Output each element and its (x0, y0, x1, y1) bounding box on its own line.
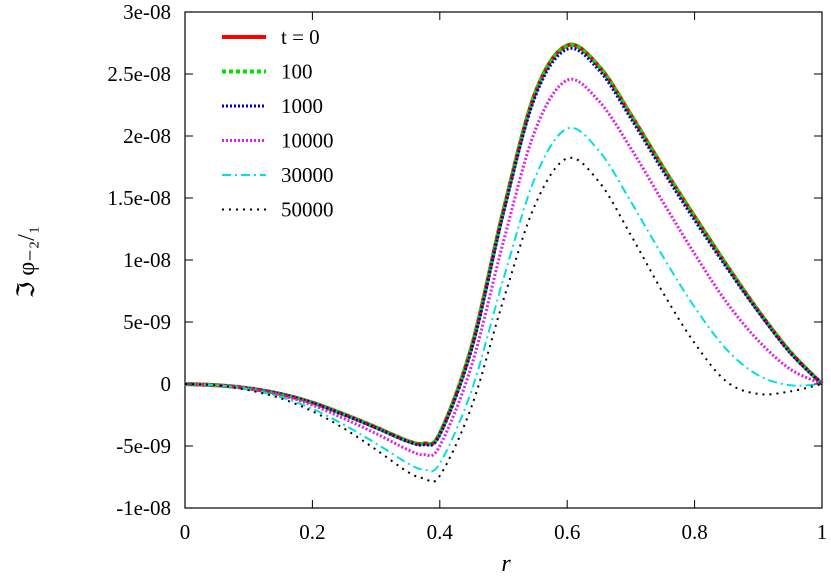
y-tick-label: -5e-09 (116, 434, 171, 458)
legend: t = 0 100 1000 10000 30000 50000 (222, 25, 334, 222)
legend-label-5: 50000 (281, 198, 334, 222)
y-tick-label: 2e-08 (123, 124, 171, 148)
y-axis-label: ℑ φ₋₂/₁ (14, 226, 40, 299)
legend-label-2: 1000 (281, 94, 323, 118)
y-tick-label: 5e-09 (123, 310, 171, 334)
x-tick-label: 0 (180, 520, 191, 544)
x-tick-label: 0.8 (681, 520, 707, 544)
y-tick-label: 3e-08 (123, 0, 171, 24)
y-tick-label: 2.5e-08 (107, 62, 171, 86)
legend-label-3: 10000 (281, 129, 334, 153)
plot-frame (184, 11, 823, 509)
legend-label-1: 100 (281, 60, 313, 84)
y-tick-label: 1.5e-08 (107, 186, 171, 210)
y-tick-label: -1e-08 (116, 496, 171, 520)
y-tick-label: 0 (161, 372, 172, 396)
x-tick-label: 0.2 (299, 520, 325, 544)
x-tick-label: 0.6 (554, 520, 580, 544)
series-layer (184, 42, 824, 483)
plot-area (184, 11, 823, 509)
series-line-4 (184, 126, 823, 473)
series-line-5 (184, 156, 823, 483)
ticks-layer: 0 0.2 0.4 0.6 0.8 1 -1e-08 -5e-09 0 5e-09 1e-08 1.5… (107, 0, 827, 544)
y-tick-label: 1e-08 (123, 248, 171, 272)
x-tick-label: 1 (817, 520, 828, 544)
legend-label-0: t = 0 (281, 25, 320, 49)
x-tick-label: 0.4 (427, 520, 454, 544)
legend-label-4: 30000 (281, 163, 334, 187)
x-axis-label: r (501, 551, 511, 577)
